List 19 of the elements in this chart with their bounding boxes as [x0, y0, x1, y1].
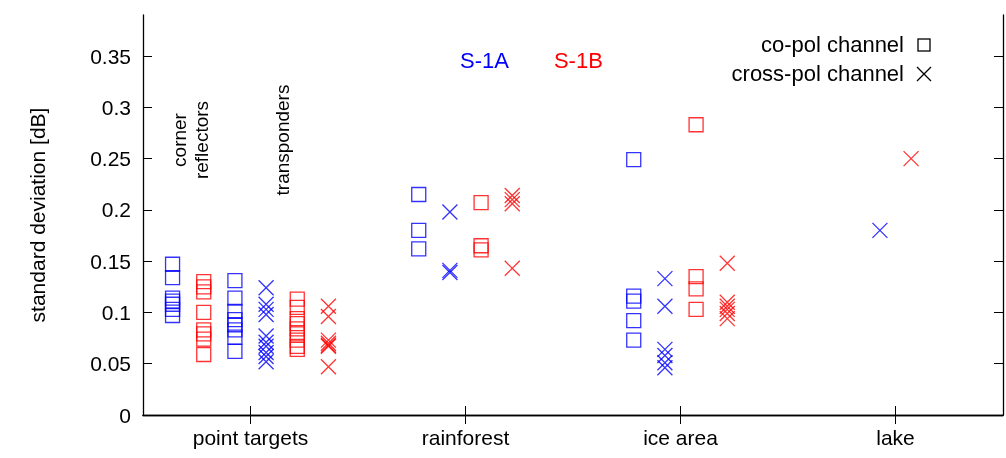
text: S-1B — [553, 47, 603, 73]
x-tick-label: ice area — [643, 426, 719, 449]
y-tick-label: 0 — [119, 403, 131, 427]
y-tick-label: 0.25 — [90, 147, 131, 171]
y-tick-label: 0.3 — [101, 95, 131, 119]
y-tick-label: 0.35 — [90, 44, 131, 68]
y-axis-title: standard deviation [dB] — [26, 107, 49, 323]
y-tick-label: 0.15 — [90, 249, 131, 273]
y-tick-label: 0.05 — [90, 352, 131, 376]
annotation: co-pol channel — [760, 31, 904, 58]
annotation: transponders — [271, 84, 293, 196]
annotation: corner reflectors — [168, 100, 212, 180]
y-tick-label: 0.2 — [101, 198, 131, 222]
x-tick-label: point targets — [192, 426, 309, 449]
annotation: cross-pol channel — [731, 60, 904, 87]
text: S-1A — [460, 47, 510, 73]
x-tick-label: rainforest — [421, 426, 510, 449]
x-tick-label: lake — [876, 426, 915, 449]
y-tick-label: 0.1 — [101, 300, 131, 324]
